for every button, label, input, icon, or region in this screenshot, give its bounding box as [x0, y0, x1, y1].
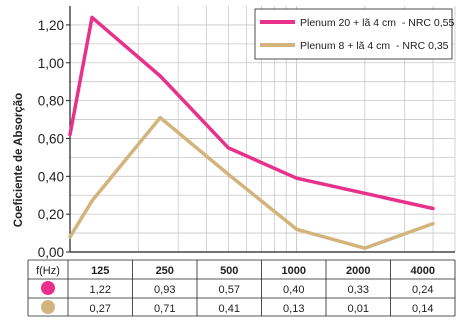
axes: 0,00 0,20 0,40 0,60 0,80 1,00 1,20: [38, 6, 455, 260]
y-tick-label: 0,80: [38, 94, 64, 109]
table-cell: 0,27: [90, 303, 111, 315]
table-cell: 0,33: [348, 284, 369, 296]
table-header-freq: 250: [156, 265, 174, 277]
table-header-freq: 2000: [346, 265, 370, 277]
table-row-marker-0: [41, 281, 55, 295]
table-cell: 0,93: [154, 284, 175, 296]
series-lines: [68, 15, 435, 250]
y-tick-label: 0,40: [38, 169, 64, 184]
y-tick-label: 0,60: [38, 131, 64, 146]
series-line-0: [68, 15, 435, 211]
series-line-1: [68, 115, 435, 250]
table-header-freq: 1000: [282, 265, 306, 277]
table-header-freq: 125: [91, 265, 109, 277]
table-header-freq: 500: [220, 265, 238, 277]
table-cell: 0,41: [219, 303, 240, 315]
y-tick-label: 0,20: [38, 207, 64, 222]
table-cell: 0,24: [412, 284, 433, 296]
table-cell: 0,13: [283, 303, 304, 315]
table-cell: 0,40: [283, 284, 304, 296]
y-axis-label: Coeficiente de Absorção: [13, 93, 25, 227]
table-cell: 0,71: [154, 303, 175, 315]
table-row-marker-1: [41, 300, 55, 314]
legend-label-plenum-20: Plenum 20 + lã 4 cm - NRC 0,55: [300, 17, 455, 29]
table-cell: 1,22: [90, 284, 111, 296]
table-cell: 0,01: [348, 303, 369, 315]
legend: Plenum 20 + lã 4 cm - NRC 0,55 Plenum 8 …: [254, 8, 455, 60]
table-header-freq: 4000: [411, 265, 435, 277]
data-table: f(Hz) 125 250 500 1000 2000 4000 1,22 0,93 0,57 0,…: [27, 259, 456, 317]
legend-box: [254, 8, 453, 60]
table-cell: 0,57: [219, 284, 240, 296]
y-tick-label: 1,20: [38, 18, 64, 33]
table-header-label: f(Hz): [36, 265, 60, 277]
table-cell: 0,14: [412, 303, 433, 315]
y-tick-label: 0,00: [38, 245, 64, 260]
y-tick-label: 1,00: [38, 56, 64, 71]
legend-label-plenum-8: Plenum 8 + lã 4 cm - NRC 0,35: [300, 40, 449, 52]
